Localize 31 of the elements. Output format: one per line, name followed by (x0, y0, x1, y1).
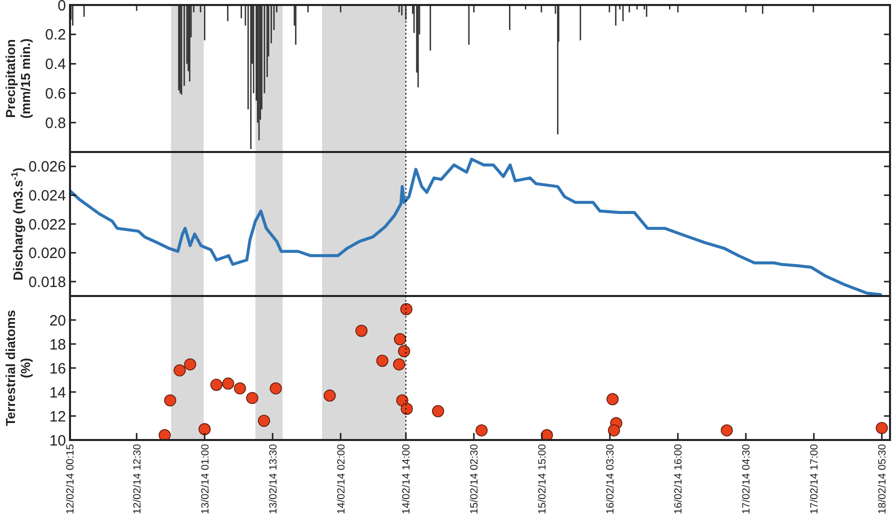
x-tick-label: 16/02/14 16:00 (672, 444, 685, 514)
y-tick-label: 12 (49, 408, 66, 426)
x-tick-label: 12/02/14 00:15 (64, 444, 77, 514)
y-tick-label: 0.4 (45, 56, 66, 74)
x-tick-label: 16/02/14 03:30 (604, 444, 617, 514)
x-tick-label: 17/02/14 17:00 (808, 444, 821, 514)
x-tick-label: 17/02/14 04:30 (740, 444, 753, 514)
x-tick-label: 14/02/14 14:00 (400, 444, 413, 514)
y-tick-label: 10 (49, 432, 66, 450)
y-tick-label: 0.2 (45, 26, 66, 44)
y-tick-label: 14 (49, 384, 66, 402)
x-tick-label: 13/02/14 13:30 (267, 444, 280, 514)
y-tick-label: 0.6 (45, 85, 66, 102)
y-tick-label: 0.8 (45, 114, 66, 132)
y-tick-label: 0.020 (28, 245, 66, 262)
y-tick-label: 0.024 (28, 187, 66, 204)
x-tick-label: 15/02/14 15:00 (536, 444, 549, 514)
y-tick-label: 18 (49, 336, 66, 354)
x-tick-label: 14/02/14 02:00 (335, 444, 348, 514)
x-tick-label: 12/02/14 12:30 (131, 444, 144, 514)
y-tick-label: 0.022 (28, 216, 66, 234)
y-tick-label: 0 (58, 0, 66, 14)
y-axis-title: Precipitation (mm/15 min.) (3, 38, 34, 119)
y-tick-label: 0.018 (28, 274, 66, 291)
y-axis-title: Terrestrial diatoms (%) (3, 310, 34, 426)
x-tick-label: 13/02/14 01:00 (199, 444, 212, 514)
y-tick-label: 0.026 (28, 158, 66, 176)
y-tick-label: 16 (49, 360, 66, 378)
x-tick-label: 18/02/14 05:30 (876, 444, 889, 514)
x-tick-label: 15/02/14 02:30 (468, 444, 481, 514)
y-tick-label: 20 (49, 312, 66, 330)
